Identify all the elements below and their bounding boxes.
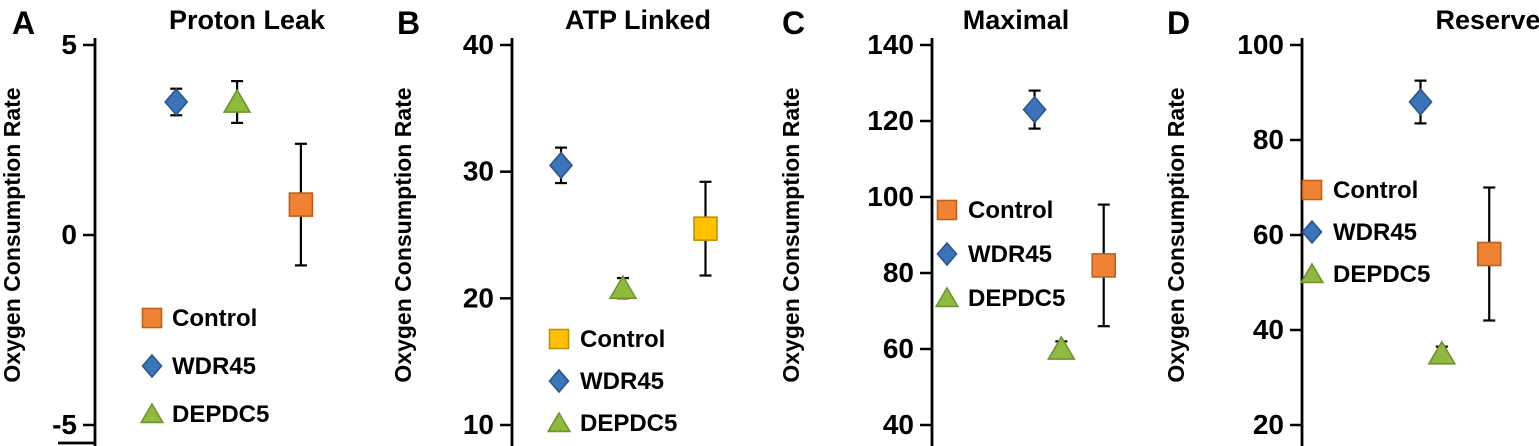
legend-label: Control: [1333, 177, 1418, 204]
y-tick-label: 100: [867, 181, 914, 212]
chart-panel-d: D Reserve Oxygen Consumption Rate 100 80 60 40…: [1155, 0, 1539, 446]
chart-svg-panel-d: D Reserve Oxygen Consumption Rate 100 80 60 40…: [1163, 5, 1539, 446]
chart-svg-panel-b: B ATP Linked Oxygen Consumption Rate 40 30 20…: [390, 5, 718, 446]
y-tick-label: 60: [1253, 219, 1284, 250]
y-tick-label: 5: [61, 29, 77, 60]
y-tick-label: 140: [867, 29, 914, 60]
legend-marker-depdc5: [139, 402, 165, 424]
chart-title-d: Reserve: [1435, 5, 1539, 35]
chart-title-b: ATP Linked: [565, 5, 711, 35]
legend-item-control: Control: [1301, 177, 1418, 204]
chart-panel-c: C Maximal Oxygen Consumption Rate 140 120 100…: [770, 0, 1155, 446]
chart-panel-a: A Proton Leak Oxygen Consumption Rate 5 0 -5 C…: [0, 0, 385, 446]
chart-title-c: Maximal: [963, 5, 1070, 35]
point-depdc5: [1427, 340, 1457, 365]
legend-item-depdc5: DEPDC5: [546, 410, 677, 437]
y-axis-label: Oxygen Consumption Rate: [778, 87, 804, 382]
legend-label: DEPDC5: [580, 410, 677, 437]
chart-svg-panel-a: A Proton Leak Oxygen Consumption Rate 5 0 -5 C…: [0, 5, 326, 446]
legend-label: WDR45: [968, 241, 1052, 268]
panel-letter-d: D: [1167, 5, 1190, 41]
point-wdr45: [164, 88, 189, 116]
y-tick-label: 40: [883, 409, 914, 440]
legend-item-control: Control: [936, 197, 1053, 224]
legend-label: Control: [968, 197, 1053, 224]
legend-item-depdc5: DEPDC5: [139, 401, 269, 428]
legend-item-depdc5: DEPDC5: [1299, 261, 1430, 288]
legend-marker-control: [141, 307, 163, 329]
y-tick-label: 80: [883, 257, 914, 288]
y-axis-label: Oxygen Consumption Rate: [1163, 87, 1189, 382]
legend-marker-depdc5: [1299, 262, 1325, 284]
y-axis-label: Oxygen Consumption Rate: [390, 87, 416, 382]
legend-label: Control: [580, 326, 665, 353]
legend-marker-depdc5: [934, 286, 960, 308]
point-depdc5: [222, 88, 252, 113]
y-axis-label: Oxygen Consumption Rate: [0, 87, 25, 382]
y-tick-label: 20: [463, 282, 494, 313]
chart-panel-b: B ATP Linked Oxygen Consumption Rate 40 30 20…: [385, 0, 770, 446]
y-tick-label: 100: [1237, 29, 1284, 60]
y-tick-label: 40: [463, 29, 494, 60]
chart-title-a: Proton Leak: [169, 5, 326, 35]
legend-marker-wdr45: [548, 368, 570, 394]
panel-letter-b: B: [397, 5, 420, 41]
y-tick-label: -5: [52, 409, 77, 440]
y-tick-label: 0: [61, 219, 77, 250]
legend-label: Control: [172, 305, 257, 332]
y-tick-label: 30: [463, 156, 494, 187]
legend-marker-wdr45: [936, 241, 958, 267]
y-tick-label: 20: [1253, 409, 1284, 440]
y-tick-label: 60: [883, 333, 914, 364]
legend-item-depdc5: DEPDC5: [934, 285, 1065, 312]
legend-marker-wdr45: [141, 353, 163, 379]
y-tick-label: 120: [867, 105, 914, 136]
panel-letter-a: A: [12, 5, 35, 41]
legend-marker-wdr45: [1301, 219, 1323, 245]
legend-item-control: Control: [141, 305, 257, 332]
point-control: [1091, 253, 1117, 278]
legend-label: DEPDC5: [172, 401, 269, 428]
point-wdr45: [1408, 88, 1433, 116]
legend-label: WDR45: [1333, 219, 1417, 246]
legend-label: DEPDC5: [968, 285, 1065, 312]
point-wdr45: [1022, 95, 1047, 124]
y-tick-label: 80: [1253, 124, 1284, 155]
legend-marker-control: [936, 199, 958, 221]
legend-marker-control: [548, 328, 570, 350]
point-control: [693, 216, 718, 241]
point-depdc5: [1046, 335, 1076, 360]
point-control: [1476, 241, 1502, 267]
point-wdr45: [548, 151, 574, 180]
legend-item-wdr45: WDR45: [141, 353, 256, 380]
legend-item-wdr45: WDR45: [548, 368, 664, 395]
legend-marker-depdc5: [546, 411, 572, 433]
point-control: [288, 192, 314, 217]
legend-marker-control: [1301, 179, 1323, 201]
y-tick-label: 40: [1253, 314, 1284, 345]
legend-item-wdr45: WDR45: [1301, 219, 1417, 246]
panel-letter-c: C: [782, 5, 805, 41]
legend-item-control: Control: [548, 326, 665, 353]
legend-item-wdr45: WDR45: [936, 241, 1052, 268]
legend-label: WDR45: [172, 353, 256, 380]
y-tick-label: 10: [463, 409, 494, 440]
legend-label: WDR45: [580, 368, 664, 395]
legend-label: DEPDC5: [1333, 261, 1430, 288]
chart-svg-panel-c: C Maximal Oxygen Consumption Rate 140 120 100…: [778, 5, 1117, 446]
point-depdc5: [608, 274, 638, 300]
